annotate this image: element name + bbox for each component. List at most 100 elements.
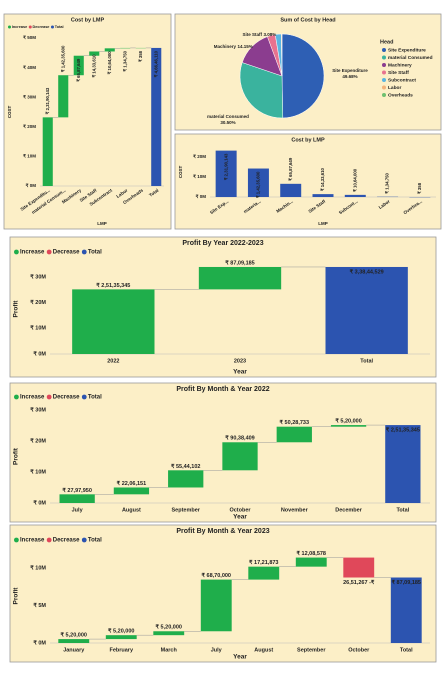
x-tick-label: 2022 [107,358,119,364]
value-label: ₹ 358 [138,50,143,62]
bar [89,51,100,56]
slice-name: Site Staff [242,32,262,37]
x-tick-label: July [211,647,223,653]
legend-marker [81,249,87,255]
x-tick-label: Total [400,647,413,653]
legend-marker [46,394,52,400]
y-tick-label: ₹ 20M [23,124,36,129]
legend-label: Overheads [388,92,413,98]
y-tick-label: ₹ 0M [26,183,37,188]
legend-marker [50,25,54,29]
bar [151,47,162,186]
value-label: ₹ 4,66,46,110 [153,50,158,77]
value-label: ₹ 65,87,649 [288,157,293,181]
legend-label: Increase [20,395,45,401]
value-label: ₹ 358 [417,182,422,194]
y-tick-label: ₹ 10M [30,325,46,332]
x-tick-label: Total [148,188,159,198]
x-tick-label: Labor [115,188,128,199]
value-label: ₹ 2,51,35,345 [96,282,130,289]
y-tick-label: ₹ 30M [23,94,36,99]
value-label: ₹ 10,64,000 [352,168,357,192]
bar [222,442,258,471]
x-axis-title: Year [233,514,247,521]
panel [3,13,172,230]
pie-slice [280,33,283,77]
legend-marker [28,25,32,29]
y-tick-label: ₹ 20M [193,154,206,159]
bar [42,117,53,186]
y-tick-label: ₹ 30M [30,406,46,413]
x-tick-label: March [161,647,178,653]
value-label: ₹ 5,20,000 [108,628,134,635]
y-tick-label: ₹ 0M [196,194,207,199]
x-tick-label: September [297,647,326,653]
x-tick-label: Total [396,507,409,513]
x-tick-label: July [72,507,84,513]
x-tick-label: 2023 [234,358,246,364]
value-label: 26,51,267 -₹ [343,579,375,586]
bar [330,425,367,427]
value-label: ₹ 14,33,610 [320,167,325,191]
legend-label: Subcontract [388,77,416,83]
y-tick-label: ₹ 50M [23,35,36,40]
slice-label: 14.15% [238,44,253,49]
bar [198,266,282,290]
chart-title: Profit By Month & Year 2023 [176,528,269,535]
value-label: ₹ 1,42,35,600 [60,45,65,72]
x-tick-label: Labor [378,199,391,210]
x-axis-title: Year [233,654,247,661]
legend-label: Decrease [53,250,80,256]
legend-label: Total [88,250,102,256]
y-tick-label: ₹ 0M [33,499,46,506]
value-label: ₹ 90,38,409 [225,435,255,442]
value-label: ₹ 27,97,950 [62,487,92,494]
legend-label: material Consumed [388,55,433,61]
value-label: ₹ 68,70,000 [202,572,232,579]
legend-label: Increase [20,250,45,256]
legend-marker [46,249,52,255]
y-axis-title: Profit [13,587,20,605]
value-label: ₹ 12,08,578 [297,550,327,557]
chart-title: Sum of Cost by Head [280,17,335,23]
x-tick-label: August [254,647,273,653]
bar [58,75,69,118]
chart-title: Profit By Month & Year 2022 [176,386,269,393]
bar [59,494,95,503]
x-tick-label: September [171,507,200,513]
legend-marker [382,63,386,67]
bar [325,266,408,354]
y-tick-label: ₹ 5M [33,602,46,609]
bar [312,194,334,197]
bar [113,487,150,495]
value-label: ₹ 87,09,185 [392,579,422,586]
x-axis-title: LMP [97,221,107,226]
legend-marker [382,85,386,90]
y-axis-title: Profit [13,447,20,465]
bar [105,635,137,640]
value-label: ₹ 2,51,35,345 [386,427,420,434]
value-label: ₹ 3,38,44,529 [350,268,384,275]
slice-label: 30.50% [220,120,235,125]
legend-label: Total [88,538,102,544]
value-label: ₹ 1,34,750 [122,50,127,71]
slice-label: 49.68% [342,74,357,79]
value-label: ₹ 14,33,610 [91,54,96,78]
value-label: ₹ 5,20,000 [156,624,182,631]
slice-name: material Consumed [207,114,249,119]
pie-slice [239,62,284,119]
y-tick-label: ₹ 20M [30,437,46,444]
legend-label: Labor [388,85,401,91]
y-tick-label: ₹ 0M [33,639,46,646]
value-label: ₹ 65,87,649 [76,58,81,82]
bar [72,289,155,354]
y-tick-label: ₹ 10M [23,154,36,159]
legend-label: Decrease [53,395,80,401]
pie-slice [281,33,325,119]
chart-title: Cost by LMP [71,17,105,23]
legend-marker [14,394,19,400]
bar [344,194,366,197]
value-label: ₹ 87,09,185 [225,259,255,266]
legend-label: Site Staff [388,70,409,76]
legend-marker [8,25,12,29]
